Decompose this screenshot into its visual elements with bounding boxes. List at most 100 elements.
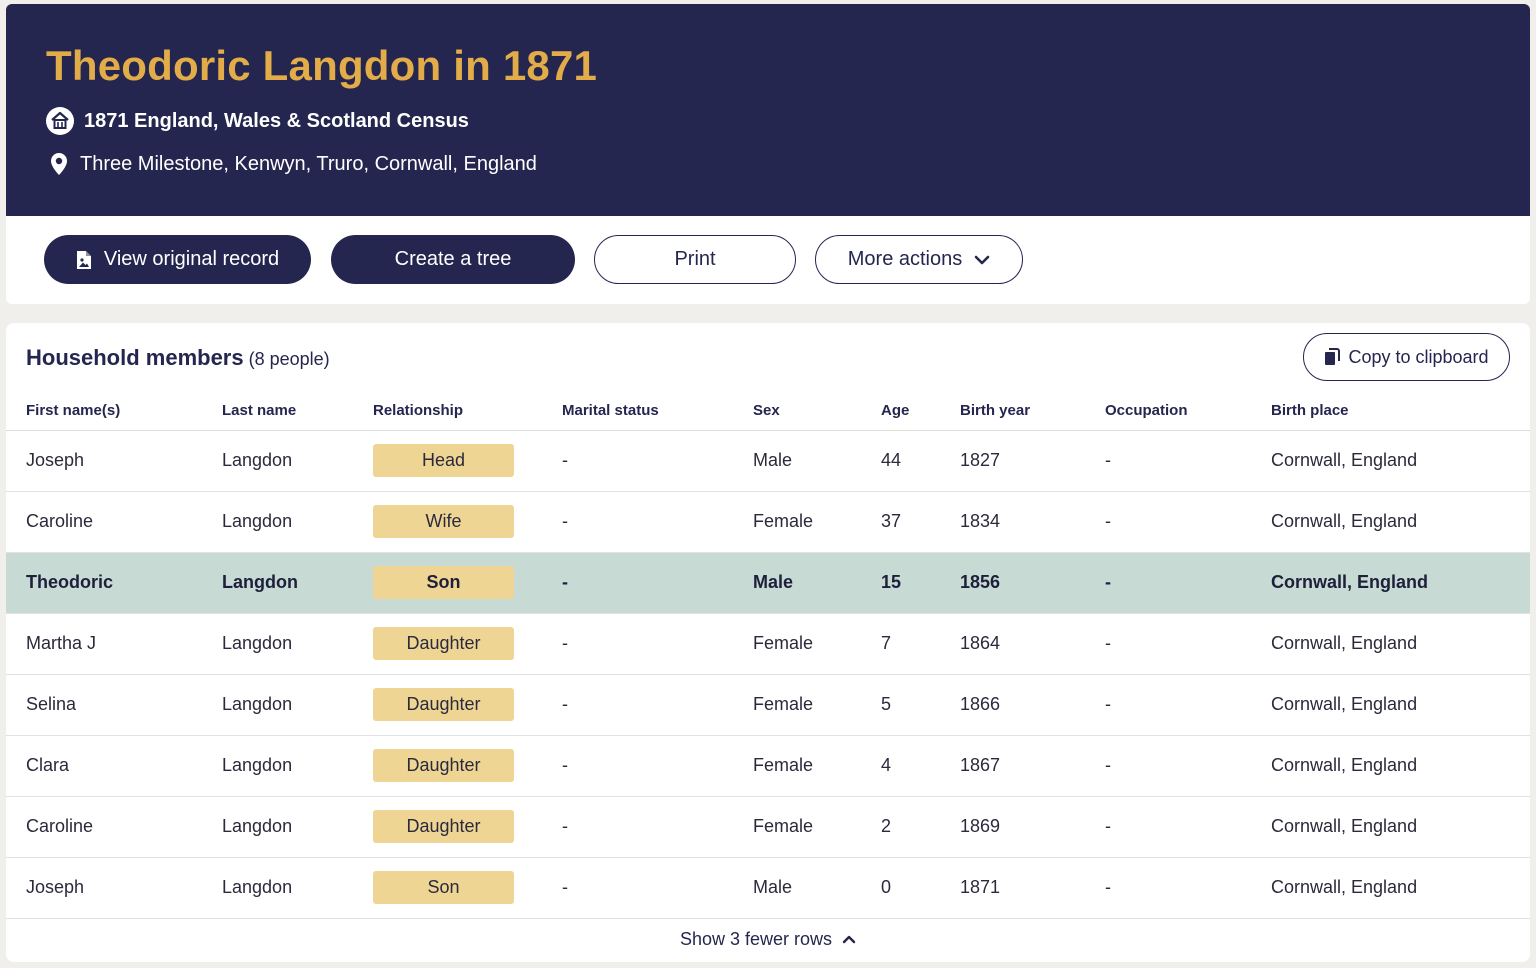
- cell-age: 44: [881, 450, 902, 470]
- cell-age: 5: [881, 694, 892, 714]
- cell-last-name: Langdon: [222, 877, 293, 897]
- cell-first-name[interactable]: Caroline: [26, 511, 94, 531]
- cell-birth-year: 1856: [960, 572, 1001, 592]
- cell-first-name[interactable]: Theodoric: [26, 572, 114, 592]
- collection-name[interactable]: 1871 England, Wales & Scotland Census: [84, 109, 469, 132]
- cell-birth-year: 1867: [960, 755, 1001, 775]
- cell-marital-status: -: [562, 633, 568, 653]
- table-row[interactable]: Clara Langdon Daughter - Female 4 1867 -…: [6, 736, 1530, 797]
- cell-marital-status: -: [562, 694, 568, 714]
- cell-birth-year: 1866: [960, 694, 1001, 714]
- cell-birth-year: 1871: [960, 877, 1001, 897]
- cell-first-name[interactable]: Martha J: [26, 633, 97, 653]
- column-header-birth-place: Birth place: [1271, 402, 1349, 419]
- relationship-badge: Daughter: [373, 810, 514, 843]
- cell-sex: Male: [753, 877, 793, 897]
- cell-occupation: -: [1105, 877, 1111, 897]
- cell-birth-year: 1834: [960, 511, 1001, 531]
- create-tree-button[interactable]: Create a tree: [331, 235, 575, 284]
- cell-occupation: -: [1105, 694, 1111, 714]
- cell-birth-place: Cornwall, England: [1271, 877, 1418, 897]
- cell-birth-year: 1869: [960, 816, 1001, 836]
- chevron-down-icon: [974, 255, 990, 265]
- more-actions-button[interactable]: More actions: [815, 235, 1023, 284]
- show-fewer-rows-button[interactable]: Show 3 fewer rows: [6, 923, 1530, 955]
- cell-occupation: -: [1105, 450, 1111, 470]
- census-house-icon: [46, 107, 74, 135]
- household-table: First name(s) Last name Relationship Mar…: [6, 393, 1530, 919]
- column-header-marital-status: Marital status: [562, 402, 659, 419]
- household-count: (8 people): [248, 349, 330, 369]
- table-row[interactable]: Caroline Langdon Daughter - Female 2 186…: [6, 797, 1530, 858]
- print-button[interactable]: Print: [594, 235, 796, 284]
- location-pin-icon: [50, 152, 68, 176]
- cell-age: 37: [881, 511, 902, 531]
- cell-birth-year: 1827: [960, 450, 1001, 470]
- chevron-up-icon: [842, 934, 856, 944]
- relationship-badge: Daughter: [373, 749, 514, 782]
- cell-occupation: -: [1105, 511, 1111, 531]
- cell-birth-place: Cornwall, England: [1271, 694, 1418, 714]
- cell-last-name: Langdon: [222, 816, 293, 836]
- cell-first-name[interactable]: Caroline: [26, 816, 94, 836]
- table-row[interactable]: Caroline Langdon Wife - Female 37 1834 -…: [6, 492, 1530, 553]
- relationship-badge: Daughter: [373, 688, 514, 721]
- cell-birth-place: Cornwall, England: [1271, 633, 1418, 653]
- cell-last-name: Langdon: [222, 633, 293, 653]
- cell-sex: Female: [753, 694, 814, 714]
- cell-last-name: Langdon: [222, 694, 293, 714]
- cell-marital-status: -: [562, 816, 568, 836]
- table-row[interactable]: Martha J Langdon Daughter - Female 7 186…: [6, 614, 1530, 675]
- cell-birth-place: Cornwall, England: [1271, 572, 1429, 592]
- page-title: Theodoric Langdon in 1871: [46, 42, 598, 89]
- table-row[interactable]: Joseph Langdon Son - Male 0 1871 - Cornw…: [6, 858, 1530, 919]
- cell-sex: Female: [753, 633, 814, 653]
- document-image-icon: [76, 250, 92, 270]
- cell-sex: Female: [753, 816, 814, 836]
- copy-to-clipboard-button[interactable]: Copy to clipboard: [1303, 333, 1510, 381]
- table-row-highlighted[interactable]: Theodoric Langdon Son - Male 15 1856 - C…: [6, 553, 1530, 614]
- clipboard-icon: [1324, 348, 1341, 366]
- cell-first-name[interactable]: Joseph: [26, 877, 85, 897]
- show-fewer-rows-label: Show 3 fewer rows: [679, 928, 833, 949]
- household-title: Household members: [26, 345, 244, 370]
- cell-age: 2: [881, 816, 892, 836]
- cell-occupation: -: [1105, 755, 1111, 775]
- print-label: Print: [674, 248, 716, 270]
- table-row[interactable]: Selina Langdon Daughter - Female 5 1866 …: [6, 675, 1530, 736]
- table-row[interactable]: Joseph Langdon Head - Male 44 1827 - Cor…: [6, 431, 1530, 492]
- view-original-record-button[interactable]: View original record: [44, 235, 311, 284]
- cell-first-name[interactable]: Clara: [26, 755, 70, 775]
- cell-last-name: Langdon: [222, 450, 293, 470]
- record-header: Theodoric Langdon in 1871 1871 England, …: [6, 4, 1530, 216]
- table-header: First name(s) Last name Relationship Mar…: [6, 393, 1530, 431]
- cell-marital-status: -: [562, 511, 568, 531]
- actions-bar: View original record Create a tree Print…: [6, 216, 1530, 304]
- cell-first-name[interactable]: Selina: [26, 694, 77, 714]
- cell-birth-place: Cornwall, England: [1271, 816, 1418, 836]
- cell-last-name: Langdon: [222, 572, 298, 592]
- location-line: Three Milestone, Kenwyn, Truro, Cornwall…: [50, 152, 537, 176]
- cell-marital-status: -: [562, 450, 568, 470]
- cell-sex: Female: [753, 755, 814, 775]
- cell-age: 0: [881, 877, 892, 897]
- collection-line: 1871 England, Wales & Scotland Census: [46, 107, 469, 135]
- create-tree-label: Create a tree: [394, 248, 512, 270]
- column-header-sex: Sex: [753, 402, 780, 419]
- household-heading: Household members (8 people): [26, 345, 330, 371]
- cell-birth-year: 1864: [960, 633, 1001, 653]
- view-original-record-label: View original record: [103, 248, 280, 270]
- more-actions-label: More actions: [847, 248, 963, 270]
- cell-age: 4: [881, 755, 892, 775]
- household-panel: Household members (8 people) Copy to cli…: [6, 323, 1530, 962]
- cell-marital-status: -: [562, 755, 568, 775]
- column-header-birth-year: Birth year: [960, 402, 1031, 419]
- cell-sex: Male: [753, 450, 793, 470]
- cell-sex: Male: [753, 572, 794, 592]
- copy-to-clipboard-label: Copy to clipboard: [1348, 346, 1489, 367]
- cell-last-name: Langdon: [222, 511, 293, 531]
- cell-first-name[interactable]: Joseph: [26, 450, 85, 470]
- relationship-badge: Daughter: [373, 627, 514, 660]
- cell-age: 15: [881, 572, 902, 592]
- relationship-badge: Son: [373, 566, 514, 599]
